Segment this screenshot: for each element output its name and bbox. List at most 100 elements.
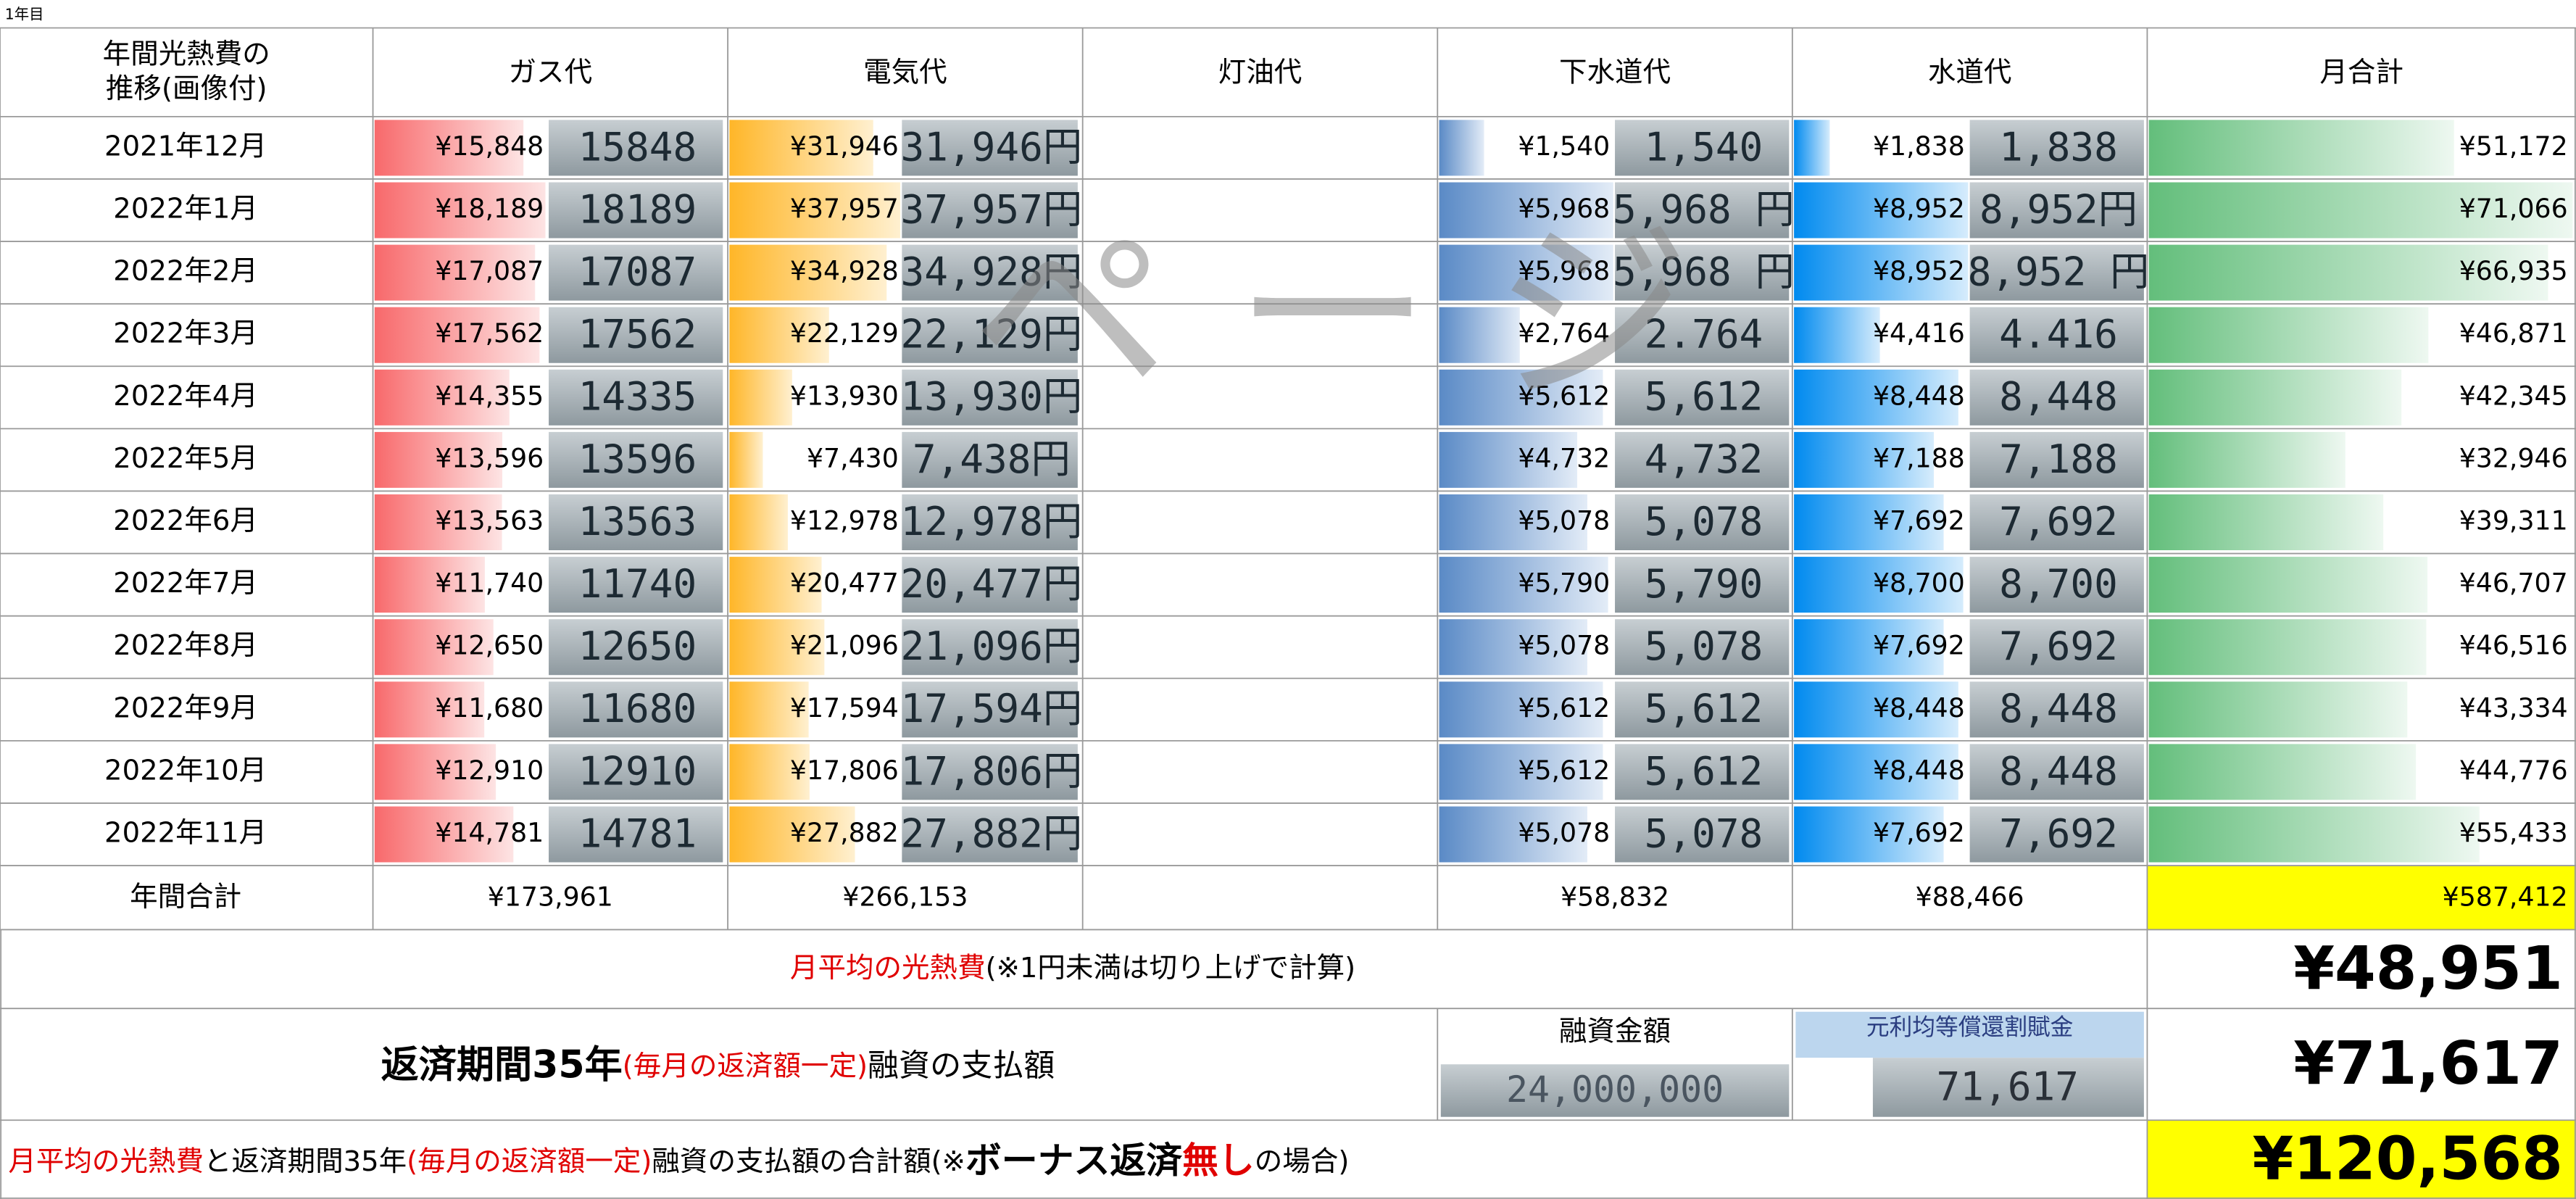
meter-photo bbox=[1615, 681, 1790, 738]
photo-text: 21,096円 bbox=[900, 623, 1082, 669]
meter-photo bbox=[1969, 369, 2144, 426]
photo-text: 11680 bbox=[578, 686, 697, 731]
cell-value: ¥11,740 bbox=[435, 568, 544, 599]
photo-text: 8,448 bbox=[1999, 686, 2118, 731]
data-bar bbox=[729, 681, 809, 738]
data-bar bbox=[1439, 681, 1603, 738]
cell-value: ¥66,935 bbox=[2459, 255, 2568, 286]
label-part: 月平均の光熱費 bbox=[790, 951, 986, 984]
cell-value: ¥31,946 bbox=[790, 130, 899, 162]
month: 2022年4月 bbox=[113, 380, 258, 412]
data-bar bbox=[729, 120, 873, 176]
cell-value: ¥21,096 bbox=[790, 630, 899, 661]
data-bar bbox=[374, 619, 494, 676]
header: 月合計 bbox=[2319, 56, 2403, 88]
meter-photo bbox=[1615, 619, 1790, 676]
cell-value: ¥15,848 bbox=[435, 130, 544, 162]
photo-text: 34,928円 bbox=[900, 249, 1082, 295]
data-bar bbox=[1794, 494, 1944, 551]
table: 15848 31,946円 1,540 1,838 18189 37,957円 5,968 … bbox=[0, 27, 2576, 1199]
data-bar bbox=[2148, 182, 2573, 238]
watermark: ページ bbox=[971, 201, 1756, 430]
cell-value: ¥13,563 bbox=[435, 505, 544, 536]
cell-value: ¥12,910 bbox=[435, 755, 544, 786]
photo-text: 元利均等償還割賦金 bbox=[1866, 1014, 2074, 1040]
meter-photo bbox=[549, 619, 723, 676]
data-bar bbox=[1439, 307, 1520, 363]
photo-text: 17,806円 bbox=[900, 748, 1082, 794]
data-bar bbox=[729, 619, 825, 676]
meter-photo bbox=[1969, 307, 2144, 363]
meter-photo bbox=[549, 744, 723, 800]
photo-text: 7,692 bbox=[1999, 810, 2118, 856]
photo-text: 17562 bbox=[578, 312, 697, 357]
data-bar bbox=[1794, 182, 1969, 238]
cell-value: ¥5,968 bbox=[1518, 255, 1610, 286]
meter-photo bbox=[902, 182, 1078, 238]
data-bar bbox=[2148, 244, 2548, 301]
cell-value: ¥46,707 bbox=[2459, 568, 2568, 599]
meter-photo bbox=[549, 681, 723, 738]
sum-highlight bbox=[2147, 1120, 2576, 1199]
label-part: 月平均の光熱費 bbox=[8, 1145, 204, 1178]
label-part: (毎月の返済額一定) bbox=[623, 1050, 868, 1082]
meter-photo bbox=[1615, 369, 1790, 426]
data-bar bbox=[2148, 494, 2384, 551]
cell-value: ¥14,781 bbox=[435, 817, 544, 848]
average-label: 月平均の光熱費(※1円未満は切り上げで計算) bbox=[790, 951, 1355, 984]
cell-value: ¥18,189 bbox=[435, 193, 544, 224]
cell-value: ¥14,355 bbox=[435, 380, 544, 411]
data-bar bbox=[2148, 806, 2480, 863]
month: 2021年12月 bbox=[104, 130, 267, 162]
photo-text: 71,617 bbox=[1937, 1063, 2079, 1109]
header: 下水道代 bbox=[1559, 56, 1671, 88]
label-part: 融資の支払額の合計額(※ bbox=[652, 1145, 965, 1178]
cell-value: ¥8,952 bbox=[1873, 255, 1965, 286]
cell-value: ¥34,928 bbox=[790, 255, 899, 286]
data-bar bbox=[2148, 369, 2402, 426]
data-bar bbox=[1439, 431, 1578, 488]
meter-photo bbox=[902, 744, 1078, 800]
data-bar bbox=[1439, 494, 1587, 551]
loan-label: 返済期間35年(毎月の返済額一定)融資の支払額 bbox=[381, 1044, 1055, 1087]
data-bar bbox=[729, 369, 792, 426]
photo-text: 14781 bbox=[578, 810, 697, 856]
photo-text: 14335 bbox=[578, 374, 697, 420]
cell-value: ¥22,129 bbox=[790, 318, 899, 349]
cell-value: ¥8,952 bbox=[1873, 193, 1965, 224]
data-bar bbox=[1439, 182, 1613, 238]
meter-photo bbox=[1969, 431, 2144, 488]
photo-text: 24,000,000 bbox=[1506, 1069, 1724, 1111]
big-value: ¥71,617 bbox=[2293, 1029, 2563, 1098]
meter-photo bbox=[549, 307, 723, 363]
cell-value: ¥7,692 bbox=[1873, 630, 1965, 661]
photo-text: 37,957円 bbox=[900, 186, 1082, 232]
label-part: 無し bbox=[1182, 1140, 1255, 1182]
meter-photo bbox=[1969, 494, 2144, 551]
data-bar bbox=[1439, 744, 1603, 800]
photo-text: 12,978円 bbox=[900, 499, 1082, 544]
month: 2022年5月 bbox=[113, 442, 258, 475]
cell-value: ¥13,596 bbox=[435, 442, 544, 473]
loan-photo bbox=[1440, 1064, 1790, 1117]
meter-photo bbox=[1969, 681, 2144, 738]
photo-text: 5,968 円 bbox=[1613, 249, 1795, 295]
data-bar bbox=[1439, 369, 1603, 426]
annual-value: ¥587,412 bbox=[2443, 881, 2568, 912]
cell-value: ¥46,871 bbox=[2459, 318, 2568, 349]
photo-text: 5,612 bbox=[1645, 686, 1763, 731]
cell-value: ¥20,477 bbox=[790, 568, 899, 599]
data-bar bbox=[1794, 120, 1830, 176]
photo-text: 2.764 bbox=[1645, 312, 1763, 357]
meter-photo bbox=[1615, 431, 1790, 488]
data-bar bbox=[374, 120, 524, 176]
annual-value: ¥88,466 bbox=[1916, 881, 2024, 912]
month: 2022年1月 bbox=[113, 193, 258, 225]
cell-value: ¥5,612 bbox=[1518, 692, 1610, 723]
data-bar bbox=[374, 369, 510, 426]
cell-value: ¥7,188 bbox=[1873, 442, 1965, 473]
photo-text: 5,078 bbox=[1645, 623, 1763, 669]
meter-photo bbox=[902, 120, 1078, 176]
data-bar bbox=[374, 681, 485, 738]
cell-value: ¥17,087 bbox=[435, 255, 544, 286]
